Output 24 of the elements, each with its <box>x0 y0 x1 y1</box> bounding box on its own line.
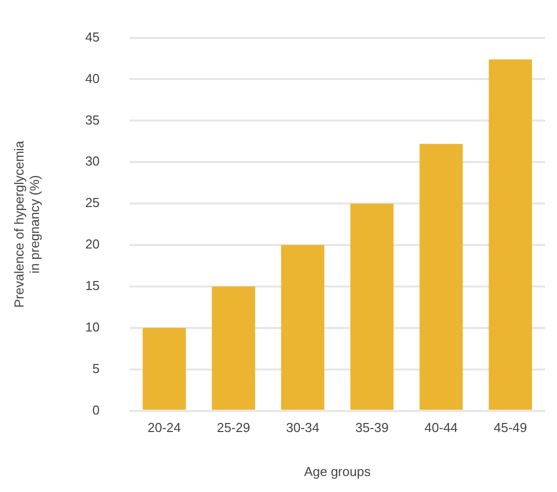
y-tick-label: 35 <box>85 112 100 128</box>
bar <box>142 328 186 410</box>
bar <box>420 144 463 410</box>
x-tick-label: 30-34 <box>286 420 320 436</box>
bar <box>212 286 256 410</box>
x-tick-label: 25-29 <box>216 420 250 436</box>
x-tick-label: 35-39 <box>355 420 389 436</box>
y-axis-title: Prevalence of hyperglycemia in pregnancy (%) <box>11 140 42 308</box>
y-tick-label: 45 <box>85 29 100 44</box>
y-tick-label: 10 <box>85 319 100 334</box>
y-tick-label: 25 <box>85 195 100 210</box>
bar <box>281 245 324 410</box>
y-tick-label: 40 <box>85 70 100 86</box>
y-tick-label: 15 <box>85 278 100 294</box>
x-axis-title: Age groups <box>304 464 372 479</box>
bar <box>350 204 394 410</box>
bar <box>488 59 532 410</box>
y-tick-label: 30 <box>85 154 100 169</box>
y-tick-label: 5 <box>92 360 100 376</box>
x-tick-label: 40-44 <box>424 420 458 436</box>
y-tick-label: 20 <box>85 236 100 252</box>
y-tick-label: 0 <box>92 402 100 418</box>
x-tick-label: 45-49 <box>494 420 528 436</box>
x-tick-label: 20-24 <box>148 420 181 436</box>
